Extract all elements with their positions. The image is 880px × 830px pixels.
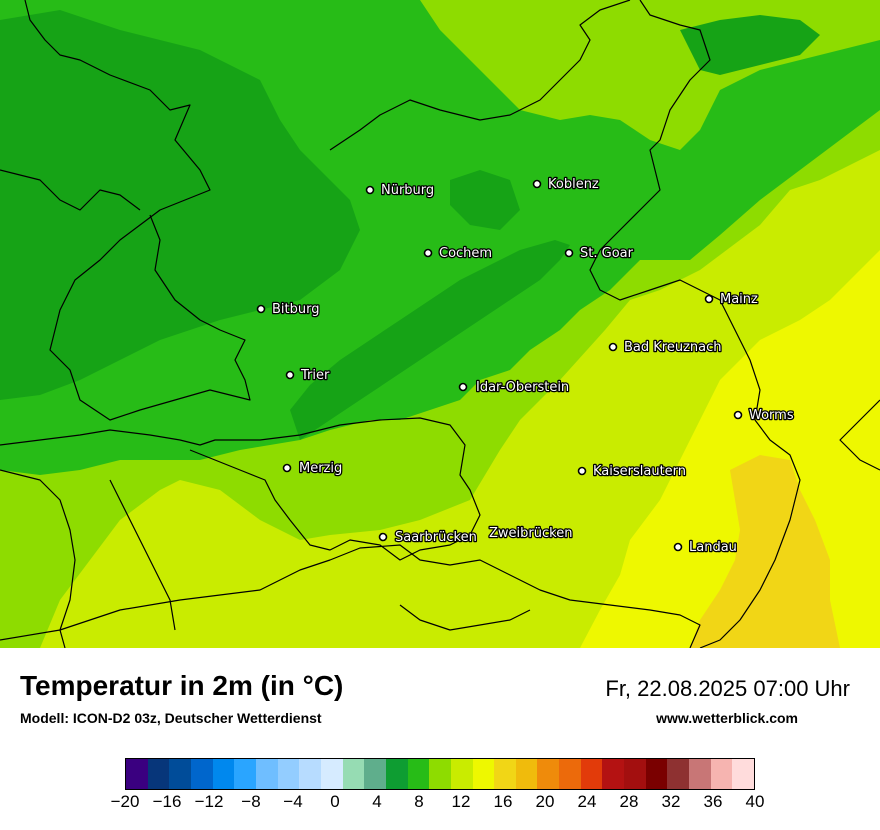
svg-text:Cochem: Cochem xyxy=(439,246,492,261)
svg-text:Idar-Oberstein: Idar-Oberstein xyxy=(476,380,569,395)
legend-swatch xyxy=(494,759,516,789)
legend-tick-label: −20 xyxy=(110,792,140,811)
legend-swatch xyxy=(299,759,321,789)
svg-text:Kaiserslautern: Kaiserslautern xyxy=(593,464,686,479)
legend-tick-label: 4 xyxy=(372,792,382,811)
temperature-map: Nürburg Koblenz Cochem St. Goar Bitburg … xyxy=(0,0,880,648)
legend-swatch xyxy=(212,759,235,789)
legend-swatch xyxy=(169,759,191,789)
legend-swatch xyxy=(429,759,451,789)
state-border-west xyxy=(0,169,141,211)
city-st-goar[interactable]: St. Goar xyxy=(564,245,635,262)
legend-tick-label: 36 xyxy=(703,792,723,811)
website-link[interactable]: www.wetterblick.com xyxy=(656,710,798,726)
city-nuerburg[interactable]: Nürburg xyxy=(365,182,435,199)
city-bitburg[interactable]: Bitburg xyxy=(256,301,321,318)
svg-text:Koblenz: Koblenz xyxy=(548,177,599,192)
legend-tick-label: −16 xyxy=(152,792,182,811)
svg-text:Trier: Trier xyxy=(300,368,330,383)
svg-text:Mainz: Mainz xyxy=(720,292,758,307)
legend-tick-label: 0 xyxy=(330,792,340,811)
city-cochem[interactable]: Cochem xyxy=(423,245,493,262)
state-border-rlp-east xyxy=(329,0,631,151)
city-kaiserslautern[interactable]: Kaiserslautern xyxy=(577,463,687,480)
legend-tick-label: 28 xyxy=(619,792,639,811)
legend-swatch xyxy=(126,759,148,789)
svg-text:Zweibrücken: Zweibrücken xyxy=(489,526,572,541)
legend-swatch xyxy=(190,759,213,789)
state-border-hessen xyxy=(589,0,801,648)
svg-text:Bitburg: Bitburg xyxy=(272,302,320,317)
svg-text:St. Goar: St. Goar xyxy=(580,246,634,261)
city-mainz[interactable]: Mainz xyxy=(704,291,759,308)
borders xyxy=(0,0,880,648)
legend-tick-label: 24 xyxy=(577,792,597,811)
temperature-field-gold xyxy=(690,455,840,648)
legend-tick-label: −4 xyxy=(283,792,303,811)
legend-tick-label: 32 xyxy=(661,792,681,811)
legend-swatch xyxy=(624,759,646,789)
border-alsace xyxy=(109,479,176,631)
legend-swatch xyxy=(277,759,300,789)
legend-tick-label: −8 xyxy=(241,792,261,811)
legend-swatch xyxy=(342,759,365,789)
state-border-saar xyxy=(0,417,481,561)
temperature-field-dark-green-north xyxy=(0,10,360,400)
temperature-field-dark-green-spots xyxy=(450,170,520,230)
legend-swatch xyxy=(580,759,603,789)
city-zweibruecken[interactable]: Zweibrücken xyxy=(488,525,574,543)
city-landau[interactable]: Landau xyxy=(673,539,738,556)
chart-title: Temperatur in 2m (in °C) xyxy=(20,670,344,701)
legend-swatch xyxy=(689,759,711,789)
legend-swatch xyxy=(559,759,581,789)
legend-swatch xyxy=(407,759,430,789)
svg-text:Nürburg: Nürburg xyxy=(381,183,434,198)
temperature-field-dark-green-ridge xyxy=(290,240,570,440)
city-merzig[interactable]: Merzig xyxy=(282,460,344,477)
city-trier[interactable]: Trier xyxy=(285,367,331,384)
legend-swatch xyxy=(385,759,408,789)
city-saarbruecken[interactable]: Saarbrücken xyxy=(378,529,478,546)
legend-tick-label: −12 xyxy=(194,792,224,811)
legend-swatch xyxy=(472,759,495,789)
legend-swatch xyxy=(710,759,733,789)
legend-swatch xyxy=(364,759,386,789)
national-border xyxy=(24,0,251,421)
legend-tick-label: 12 xyxy=(451,792,471,811)
city-worms[interactable]: Worms xyxy=(733,407,795,424)
svg-text:Worms: Worms xyxy=(749,408,794,423)
legend-swatch xyxy=(255,759,278,789)
border-france xyxy=(0,469,76,648)
legend-swatch xyxy=(320,759,343,789)
national-border-south xyxy=(0,544,701,648)
forecast-datetime: Fr, 22.08.2025 07:00 Uhr xyxy=(605,676,850,701)
svg-text:Bad Kreuznach: Bad Kreuznach xyxy=(624,340,722,355)
legend-tick-label: 40 xyxy=(745,792,765,811)
legend-swatch xyxy=(645,759,668,789)
legend-swatch xyxy=(732,759,755,789)
legend-colorbar xyxy=(125,758,755,790)
svg-text:Landau: Landau xyxy=(689,540,737,555)
legend-swatch xyxy=(147,759,170,789)
legend-ticks: −20 −16 −12 −8 −4 0 4 8 12 16 20 24 28 32 36 40 xyxy=(0,792,880,822)
city-markers: Nürburg Koblenz Cochem St. Goar Bitburg … xyxy=(256,176,795,556)
model-info: Modell: ICON-D2 03z, Deutscher Wetterdie… xyxy=(20,710,322,726)
legend-swatch xyxy=(234,759,256,789)
city-koblenz[interactable]: Koblenz xyxy=(532,176,600,193)
svg-text:Saarbrücken: Saarbrücken xyxy=(395,530,477,545)
legend-swatch xyxy=(537,759,560,789)
legend-swatch xyxy=(450,759,473,789)
legend-swatch xyxy=(667,759,690,789)
legend-tick-label: 8 xyxy=(414,792,424,811)
legend-swatch xyxy=(515,759,538,789)
state-border-bw xyxy=(839,399,880,471)
city-idar-oberstein[interactable]: Idar-Oberstein xyxy=(458,379,570,396)
svg-text:Merzig: Merzig xyxy=(299,461,342,476)
legend-swatch xyxy=(602,759,625,789)
temperature-field-dark-green-east xyxy=(680,15,820,75)
legend-tick-label: 16 xyxy=(493,792,513,811)
border-bottom-local xyxy=(399,604,531,631)
city-bad-kreuznach[interactable]: Bad Kreuznach xyxy=(608,339,723,356)
legend-tick-label: 20 xyxy=(535,792,555,811)
